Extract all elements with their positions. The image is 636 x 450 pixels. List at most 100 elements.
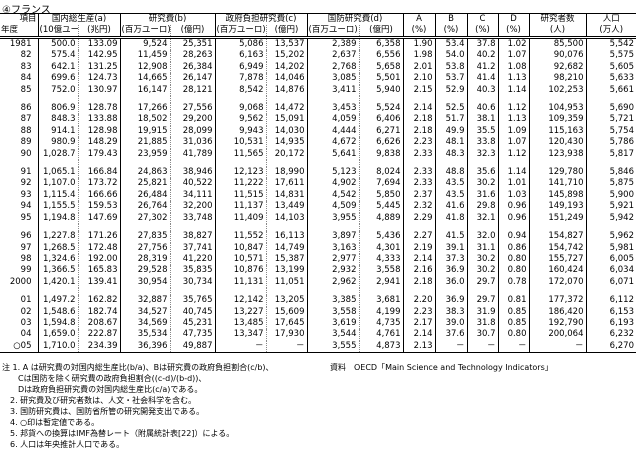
- value-cell: 1.14: [497, 167, 529, 179]
- value-cell: 1.98: [402, 50, 435, 62]
- value-cell: 2.17: [402, 317, 435, 330]
- title: ④フランス: [2, 5, 51, 16]
- header-group: 国防研究費(d): [306, 13, 403, 25]
- value-cell: 1,155.5: [37, 201, 78, 213]
- header-unit: (億円): [358, 25, 403, 39]
- value-cell: 26,147: [169, 73, 215, 85]
- value-cell: 30.2: [466, 253, 498, 266]
- value-cell: 171.26: [77, 231, 120, 243]
- gap-cell: [306, 96, 359, 104]
- value-cell: 52.9: [434, 84, 467, 97]
- value-cell: 27,302: [119, 212, 170, 225]
- gap-cell: [466, 96, 498, 104]
- value-cell: 11,137: [214, 201, 266, 213]
- value-cell: 35,765: [169, 295, 215, 307]
- value-cell: 848.3: [37, 114, 78, 126]
- header-unit: (万人): [585, 25, 636, 39]
- gap-cell: [585, 96, 636, 104]
- table-body: 1981 500.0 133.09 9,524 25,351 5,086 13,537 2,3…: [0, 37, 636, 354]
- gap-cell: [77, 288, 120, 296]
- value-cell: 92,682: [528, 61, 586, 74]
- table-row: 92 1,107.0 173.72 25,821 40,522 11,222 17,611 4…: [0, 178, 636, 190]
- value-cell: 34,111: [169, 189, 215, 202]
- value-cell: 13,205: [265, 295, 307, 307]
- value-cell: 2.23: [402, 137, 435, 149]
- value-cell: 5,817: [585, 148, 636, 161]
- value-cell: 9,068: [214, 103, 266, 115]
- value-cell: 48.3: [434, 148, 467, 161]
- value-cell: 128.78: [77, 103, 120, 115]
- table-row: 82 575.4 142.95 11,459 28,263 6,163 15,202 2,63…: [0, 50, 636, 62]
- value-cell: 25,351: [169, 37, 215, 51]
- value-cell: 3,619: [306, 317, 359, 330]
- value-cell: 37,741: [169, 242, 215, 254]
- value-cell: 34,569: [119, 317, 170, 330]
- gap-cell: [119, 96, 170, 104]
- header-population: 人口: [585, 13, 636, 25]
- gap-cell: [402, 96, 435, 104]
- value-cell: 192,790: [528, 317, 586, 330]
- value-cell: 1.14: [497, 84, 529, 97]
- table-row: 03 1,594.8 208.67 34,569 45,231 13,485 17,645 3…: [0, 317, 636, 330]
- value-cell: 28,263: [169, 50, 215, 62]
- year-cell: ○05: [0, 340, 38, 354]
- value-cell: 0.94: [497, 231, 529, 243]
- header-group: 政府負担研究費(c): [214, 13, 307, 25]
- value-cell: 16,113: [265, 231, 307, 243]
- value-cell: 35.6: [466, 167, 498, 179]
- value-cell: 155,727: [528, 253, 586, 266]
- value-cell: 11,051: [265, 276, 307, 289]
- value-cell: 1,497.2: [37, 295, 78, 307]
- value-cell: 1.90: [402, 37, 435, 51]
- note-line: Dは政府負担研究費の対国内総生産比(c/a)である。: [2, 385, 203, 394]
- value-cell: 11,515: [214, 189, 266, 202]
- value-cell: 7,694: [358, 178, 403, 190]
- value-cell: 24,863: [119, 167, 170, 179]
- value-cell: 28,121: [169, 84, 215, 97]
- value-cell: 35,835: [169, 265, 215, 277]
- value-cell: 13,199: [265, 265, 307, 277]
- value-cell: 6,153: [585, 306, 636, 318]
- gap-cell: [119, 160, 170, 168]
- value-cell: 23,959: [119, 148, 170, 161]
- year-cell: 02: [20, 306, 32, 317]
- value-cell: 2.01: [402, 61, 435, 74]
- value-cell: 133.09: [77, 37, 120, 51]
- value-cell: 14,749: [265, 242, 307, 254]
- value-cell: 1.12: [497, 148, 529, 161]
- value-cell: 1,115.4: [37, 189, 78, 202]
- value-cell: 29.8: [466, 201, 498, 213]
- value-cell: 139.41: [77, 276, 120, 289]
- header-unit: (%): [434, 25, 467, 39]
- value-cell: 129,780: [528, 167, 586, 179]
- value-cell: 2.16: [402, 265, 435, 277]
- year-cell: 87: [20, 114, 32, 125]
- year-cell: 99: [20, 265, 32, 276]
- value-cell: 2.33: [402, 148, 435, 161]
- value-cell: 5,501: [358, 73, 403, 85]
- value-cell: 15,202: [265, 50, 307, 62]
- value-cell: 5,921: [585, 201, 636, 213]
- value-cell: 27,835: [119, 231, 170, 243]
- value-cell: 1.07: [497, 50, 529, 62]
- gap-cell: [528, 160, 586, 168]
- value-cell: 6,034: [585, 265, 636, 277]
- value-cell: 14,103: [265, 212, 307, 225]
- value-cell: 53.8: [434, 61, 467, 74]
- gap-cell: [265, 224, 307, 232]
- header-unit: (%): [497, 25, 529, 39]
- header-unit: (人): [528, 25, 586, 39]
- value-cell: 32.0: [466, 231, 498, 243]
- gap-cell: [358, 288, 403, 296]
- gap-cell: [119, 224, 170, 232]
- value-cell: 39.0: [434, 317, 467, 330]
- value-cell: 6,005: [585, 253, 636, 266]
- value-cell: 6,112: [585, 295, 636, 307]
- value-cell: 0.78: [497, 276, 529, 289]
- gap-cell: [119, 288, 170, 296]
- value-cell: 40,745: [169, 306, 215, 318]
- table-row: 02 1,548.6 182.74 34,527 40,745 13,227 15,609 3…: [0, 306, 636, 318]
- value-cell: 36.9: [434, 295, 467, 307]
- value-cell: 48.8: [434, 167, 467, 179]
- gap-cell: [358, 224, 403, 232]
